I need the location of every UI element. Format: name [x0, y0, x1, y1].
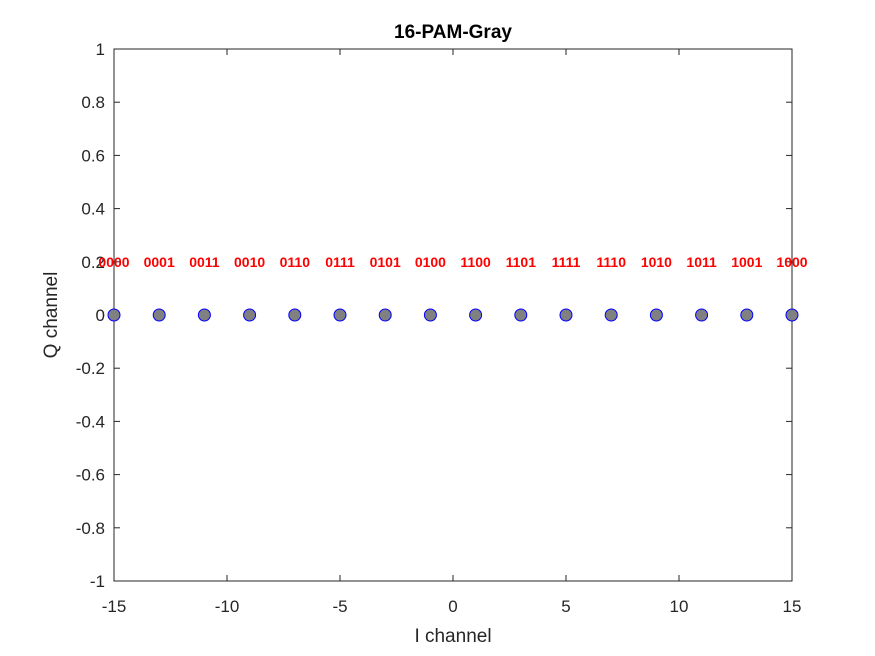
constellation-point [197, 308, 211, 322]
constellation-point [378, 308, 392, 322]
point-bit-label: 0001 [144, 254, 175, 270]
constellation-point [559, 308, 573, 322]
chart-title: 16-PAM-Gray [394, 22, 512, 43]
x-tick-label: 15 [783, 597, 802, 616]
y-tick-labels: -1 -0.8 -0.6 -0.4 -0.2 0 0.2 0.4 0.6 0.8 1 [76, 40, 105, 591]
point-bit-label: 1000 [776, 254, 807, 270]
y-tick-label: 0.6 [81, 146, 105, 165]
constellation-point [604, 308, 618, 322]
x-tick-label: -10 [215, 597, 240, 616]
y-tick-label: -0.6 [76, 466, 105, 485]
point-bit-label: 0100 [415, 254, 446, 270]
y-tick-label: 0.2 [81, 253, 105, 272]
constellation-point [152, 308, 166, 322]
point-bit-label: 0111 [325, 254, 355, 270]
constellation-point [107, 308, 121, 322]
constellation-point [333, 308, 347, 322]
bit-labels: 0000 0001 0011 0010 0110 0111 0101 0100 1100 1101… [98, 254, 807, 270]
x-tick-label: -15 [102, 597, 127, 616]
constellation-point [288, 308, 302, 322]
point-bit-label: 0010 [234, 254, 265, 270]
y-tick-label: 0.8 [81, 93, 105, 112]
y-tick-label: 0 [96, 306, 105, 325]
point-bit-label: 1011 [686, 254, 717, 270]
point-bit-label: 0000 [98, 254, 129, 270]
y-tick-label: -0.4 [76, 412, 105, 431]
data-markers [107, 308, 799, 322]
plot-area [113, 48, 793, 582]
constellation-point [243, 308, 257, 322]
y-tick-label: 0.4 [81, 200, 105, 219]
x-tick-label: -5 [332, 597, 347, 616]
point-bit-label: 1111 [552, 254, 581, 270]
constellation-point [514, 308, 528, 322]
constellation-point [469, 308, 483, 322]
point-bit-label: 1101 [506, 254, 537, 270]
constellation-point [785, 308, 799, 322]
point-bit-label: 1100 [460, 254, 491, 270]
constellation-point [695, 308, 709, 322]
x-axis-label: I channel [414, 626, 491, 647]
x-tick-label: 10 [670, 597, 689, 616]
x-tick-label: 0 [448, 597, 457, 616]
point-bit-label: 1110 [596, 254, 626, 270]
constellation-point [649, 308, 663, 322]
y-tick-label: -0.2 [76, 359, 105, 378]
x-tick-label: 5 [561, 597, 570, 616]
y-tick-label: -1 [90, 572, 105, 591]
constellation-point [740, 308, 754, 322]
point-bit-label: 0101 [370, 254, 401, 270]
point-bit-label: 0110 [280, 254, 311, 270]
y-tick-label: 1 [96, 40, 105, 59]
y-axis-label: Q channel [41, 272, 62, 359]
y-tick-label: -0.8 [76, 519, 105, 538]
constellation-point [423, 308, 437, 322]
point-bit-label: 0011 [189, 254, 220, 270]
point-bit-label: 1001 [731, 254, 762, 270]
x-tick-labels: -15 -10 -5 0 5 10 15 [102, 597, 802, 616]
point-bit-label: 1010 [641, 254, 672, 270]
